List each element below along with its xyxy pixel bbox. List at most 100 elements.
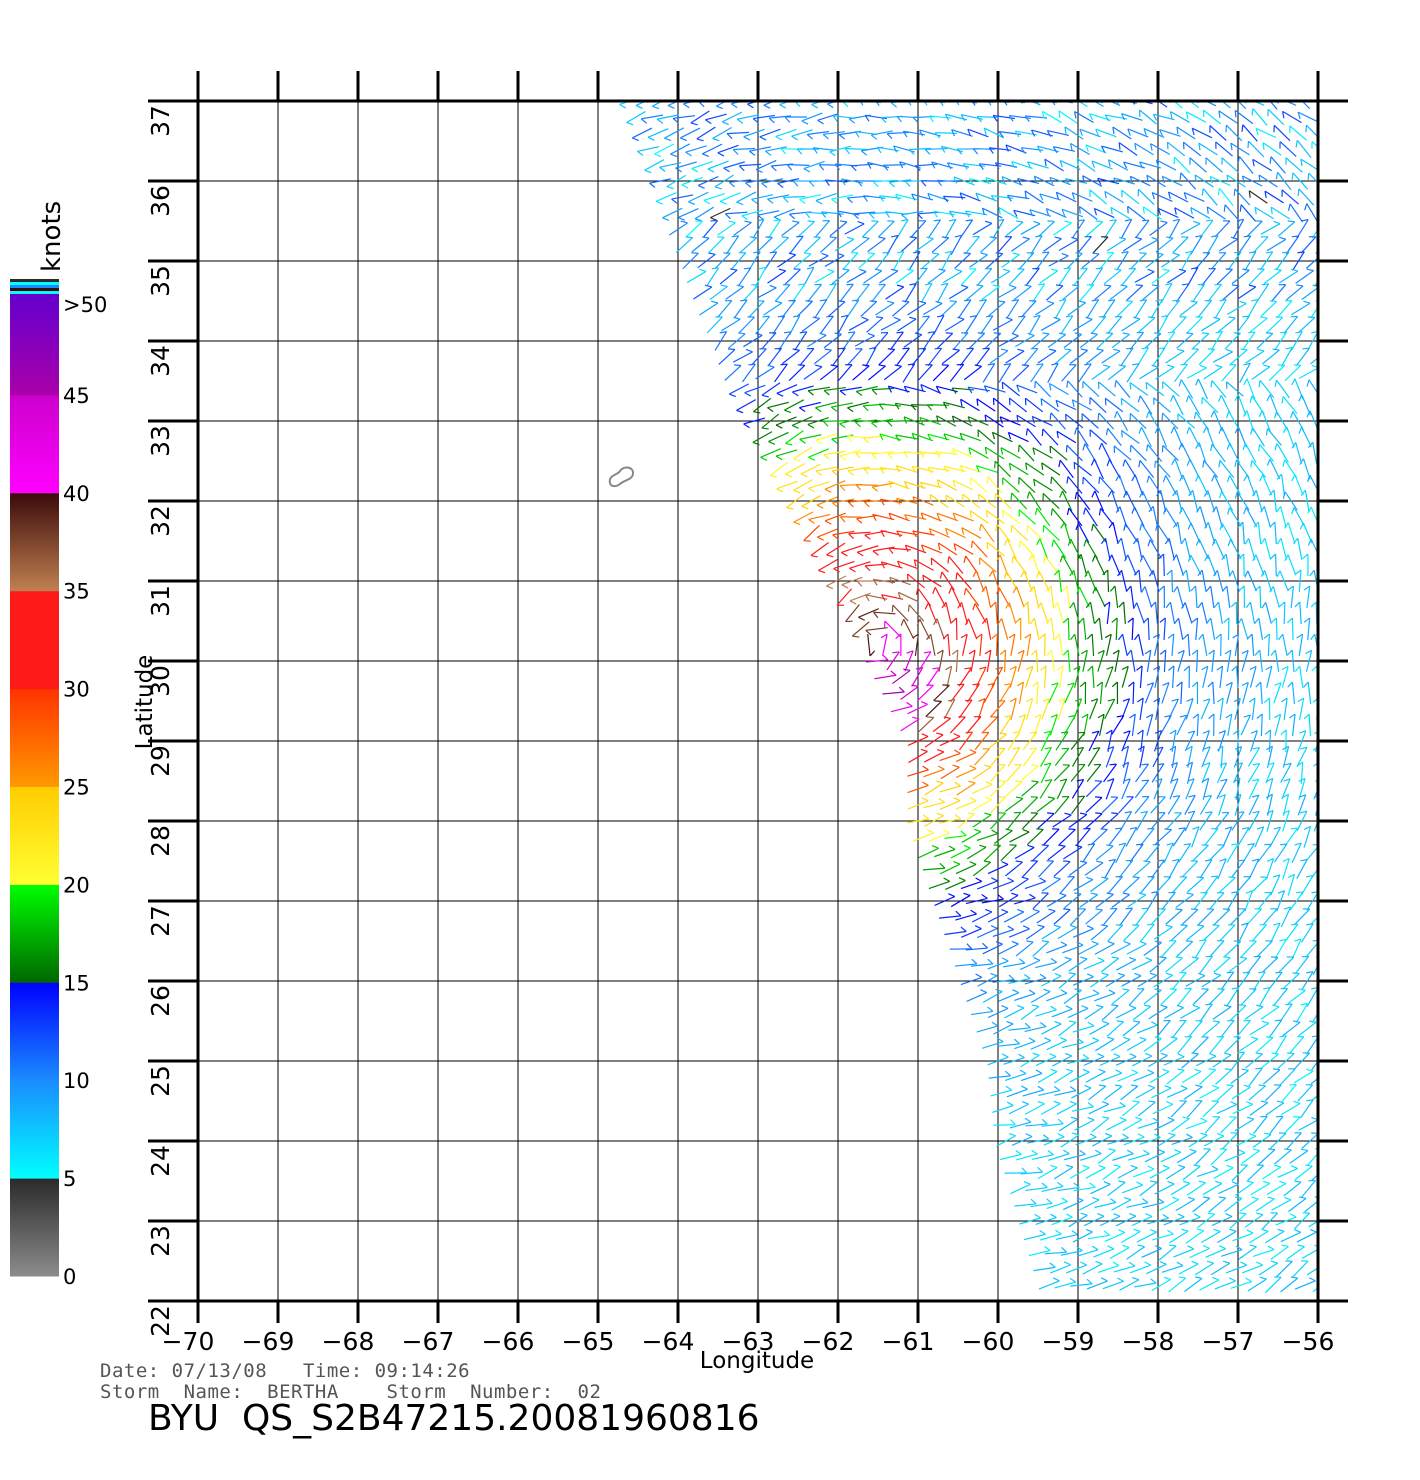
wind-vector [1166,569,1174,593]
wind-vector [1122,1116,1143,1132]
wind-vector [1068,1212,1088,1228]
wind-vector [831,498,855,508]
x-tick-label: −66 [482,1327,535,1356]
wind-vector [640,114,663,124]
wind-vector [1207,283,1222,303]
wind-vector [1112,1149,1134,1161]
wind-vector [1170,1180,1191,1196]
wind-vector [737,267,752,287]
wind-vector [1137,1100,1156,1117]
wind-vector [837,364,853,382]
wind-vector [902,363,916,383]
wind-vector [955,861,977,875]
wind-vector [817,113,839,125]
wind-vector [1067,1005,1089,1019]
wind-vector [1019,957,1041,971]
wind-vector [1303,585,1311,608]
wind-vector [1194,938,1207,959]
wind-vector [1230,601,1238,625]
wind-vector [1289,1036,1305,1054]
wind-vector [1044,158,1064,172]
wind-vector [1161,891,1176,911]
wind-vector [778,331,792,351]
wind-vector [1226,174,1246,188]
wind-vector [1241,124,1258,142]
wind-vector [864,563,887,572]
wind-vector [1160,940,1177,958]
wind-vector [1244,1004,1264,1020]
wind-vector [855,484,879,491]
wind-vector [1072,973,1094,986]
wind-vector [1270,922,1281,944]
wind-vector [1008,633,1016,656]
wind-vector [1192,844,1209,862]
wind-vector [1123,924,1140,942]
wind-vector [1071,1102,1094,1112]
wind-vector [1070,763,1086,782]
wind-vector [920,544,943,554]
wind-vector [752,114,776,124]
wind-vector [1188,1132,1208,1148]
wind-vector [1026,525,1045,541]
wind-vector [1257,444,1275,462]
wind-vector [1063,988,1082,1005]
wind-vector [799,194,822,204]
wind-vector [1270,553,1277,577]
wind-vector [919,416,941,426]
wind-vector [742,284,759,302]
wind-vector [1302,553,1309,577]
wind-vector [1247,763,1261,783]
wind-vector [1225,124,1243,142]
wind-vector [1256,283,1270,303]
wind-vector [958,699,973,719]
wind-vector [1209,1035,1225,1054]
wind-vector [831,466,854,476]
wind-vector [839,386,862,396]
wind-vector [1190,585,1198,609]
wind-vector [939,797,961,810]
wind-vector [1025,267,1040,287]
wind-vector [1140,827,1155,846]
wind-vector [1046,1197,1068,1209]
wind-vector [1016,414,1036,428]
wind-vector [1005,144,1027,154]
wind-vector [1015,617,1022,641]
x-tick-label: −68 [322,1327,375,1356]
wind-vector [900,618,915,640]
wind-vector [1257,891,1272,911]
wind-vector [931,236,950,253]
wind-vector [745,178,768,188]
wind-vector [1229,908,1247,926]
wind-vector [1107,159,1129,171]
wind-vector [1215,1068,1233,1085]
wind-vector [966,844,987,860]
wind-vector [1246,908,1262,926]
wind-vector [1053,1164,1074,1180]
wind-vector [844,220,865,235]
wind-vector [1148,1004,1168,1020]
wind-vector [1300,489,1310,512]
wind-vector [801,495,822,510]
wind-vector [939,814,962,824]
wind-vector [804,211,828,219]
wind-vector [1066,476,1083,494]
wind-vector [1007,431,1029,443]
wind-vector [839,417,862,429]
wind-vector [907,781,929,794]
wind-vector [888,179,912,188]
wind-vector [1092,586,1106,608]
wind-vector [699,300,719,316]
wind-vector [975,633,983,657]
wind-vector [1020,1004,1040,1020]
wind-vector [1234,394,1247,416]
wind-vector [903,416,925,426]
wind-vector [989,700,1006,718]
wind-vector [1094,617,1103,640]
wind-vector [992,1101,1014,1114]
wind-vector [1189,1245,1210,1259]
wind-vector [1135,1084,1156,1099]
wind-vector [799,347,815,366]
wind-vector [1126,363,1140,383]
wind-vector [1121,1181,1143,1194]
wind-vector [1286,1132,1302,1150]
